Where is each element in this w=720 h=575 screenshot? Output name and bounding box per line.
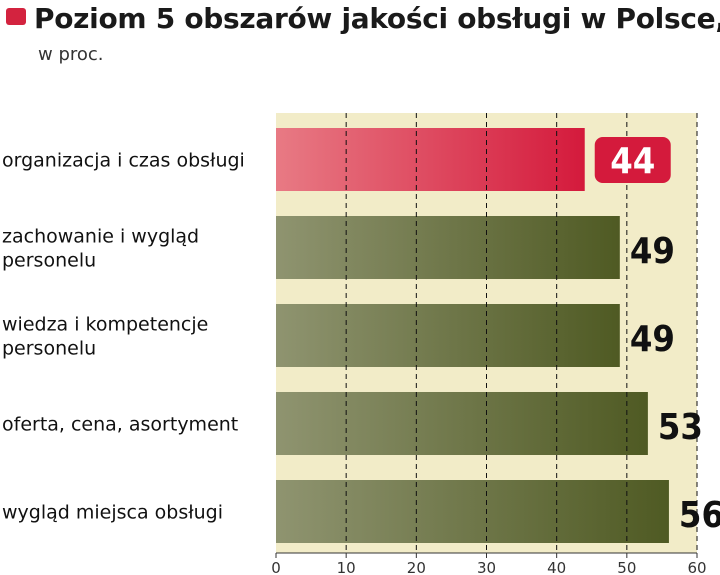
value-label-0: 44 xyxy=(610,141,655,182)
category-label-1-0: zachowanie i wygląd xyxy=(2,226,199,248)
x-tick-label-60: 60 xyxy=(687,559,706,575)
value-label-2: 49 xyxy=(630,319,675,360)
x-tick-label-10: 10 xyxy=(337,559,356,575)
bar-0 xyxy=(276,128,585,191)
value-labels: 44 49 49 53 56 xyxy=(594,137,720,536)
bar-3 xyxy=(276,392,648,455)
chart-title: Poziom 5 obszarów jakości obsługi w Pols… xyxy=(34,2,720,35)
value-label-4: 56 xyxy=(679,495,720,536)
value-label-3: 53 xyxy=(658,407,703,448)
bar-2 xyxy=(276,304,620,367)
category-label-2-1: personelu xyxy=(2,338,96,360)
category-label-1-1: personelu xyxy=(2,250,96,272)
grid-lines xyxy=(345,113,698,553)
category-label-0-0: organizacja i czas obsługi xyxy=(2,150,245,172)
value-label-1: 49 xyxy=(630,231,675,272)
x-axis: 0 10 20 30 40 50 60 xyxy=(271,552,707,575)
category-label-3-0: oferta, cena, asortyment xyxy=(2,414,238,436)
bar-4 xyxy=(276,480,669,543)
category-labels: organizacja i czas obsługi zachowanie i w… xyxy=(2,150,245,524)
category-label-2-0: wiedza i kompetencje xyxy=(2,314,208,336)
x-tick-label-20: 20 xyxy=(407,559,426,575)
chart-subtitle: w proc. xyxy=(38,44,104,65)
title-marker xyxy=(6,8,26,25)
x-tick-label-0: 0 xyxy=(271,559,281,575)
highlight-value-badge xyxy=(594,137,671,183)
x-tick-label-30: 30 xyxy=(477,559,496,575)
bars-group xyxy=(276,128,669,543)
category-label-4-0: wygląd miejsca obsługi xyxy=(2,502,223,524)
x-tick-label-50: 50 xyxy=(617,559,636,575)
bar-1 xyxy=(276,216,620,279)
chart-header: Poziom 5 obszarów jakości obsługi w Pols… xyxy=(0,0,720,80)
x-tick-label-40: 40 xyxy=(547,559,566,575)
